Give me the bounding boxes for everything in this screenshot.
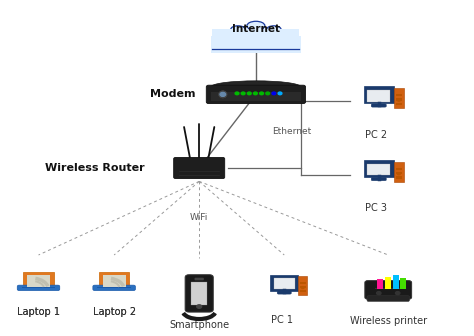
- Text: Laptop 2: Laptop 2: [92, 307, 136, 317]
- Circle shape: [247, 92, 251, 95]
- Circle shape: [397, 173, 400, 175]
- Ellipse shape: [219, 91, 227, 98]
- FancyBboxPatch shape: [17, 285, 60, 291]
- Text: Ethernet: Ethernet: [272, 127, 311, 136]
- FancyBboxPatch shape: [367, 90, 391, 102]
- Text: Laptop 1: Laptop 1: [17, 307, 60, 317]
- FancyBboxPatch shape: [300, 286, 306, 288]
- FancyBboxPatch shape: [394, 88, 404, 109]
- FancyBboxPatch shape: [27, 275, 50, 287]
- FancyBboxPatch shape: [401, 278, 406, 289]
- Circle shape: [197, 305, 201, 308]
- Circle shape: [278, 92, 282, 95]
- Ellipse shape: [231, 26, 245, 33]
- Text: Internet: Internet: [232, 24, 280, 34]
- Ellipse shape: [216, 33, 228, 39]
- FancyBboxPatch shape: [93, 285, 136, 291]
- Ellipse shape: [260, 31, 273, 37]
- Text: Modem: Modem: [150, 89, 196, 99]
- FancyBboxPatch shape: [395, 102, 402, 105]
- FancyBboxPatch shape: [194, 278, 204, 280]
- Circle shape: [272, 92, 276, 95]
- Ellipse shape: [211, 81, 301, 93]
- FancyBboxPatch shape: [385, 277, 391, 289]
- Circle shape: [260, 92, 264, 95]
- FancyBboxPatch shape: [395, 176, 402, 178]
- Circle shape: [395, 292, 400, 295]
- Circle shape: [235, 92, 239, 95]
- Text: PC 2: PC 2: [365, 129, 387, 139]
- Text: PC 3: PC 3: [365, 203, 387, 213]
- FancyBboxPatch shape: [300, 282, 306, 284]
- Text: Smartphone: Smartphone: [169, 320, 229, 330]
- FancyBboxPatch shape: [395, 98, 402, 101]
- FancyBboxPatch shape: [97, 287, 131, 288]
- FancyBboxPatch shape: [364, 86, 394, 103]
- FancyBboxPatch shape: [392, 275, 399, 289]
- FancyBboxPatch shape: [367, 164, 391, 175]
- Circle shape: [376, 292, 381, 295]
- FancyBboxPatch shape: [23, 271, 54, 289]
- FancyBboxPatch shape: [394, 162, 404, 182]
- Circle shape: [254, 92, 257, 95]
- Circle shape: [301, 287, 304, 289]
- FancyBboxPatch shape: [212, 29, 300, 49]
- Text: Wireless Router: Wireless Router: [46, 163, 145, 173]
- FancyBboxPatch shape: [395, 172, 402, 174]
- FancyBboxPatch shape: [173, 158, 225, 178]
- FancyBboxPatch shape: [185, 275, 213, 312]
- FancyBboxPatch shape: [395, 94, 402, 96]
- Circle shape: [266, 92, 270, 95]
- FancyBboxPatch shape: [298, 276, 307, 295]
- FancyBboxPatch shape: [365, 281, 411, 299]
- FancyBboxPatch shape: [367, 296, 410, 301]
- Circle shape: [241, 92, 245, 95]
- FancyBboxPatch shape: [364, 160, 394, 177]
- FancyBboxPatch shape: [21, 287, 55, 288]
- FancyBboxPatch shape: [206, 85, 306, 103]
- Ellipse shape: [247, 21, 265, 30]
- FancyBboxPatch shape: [211, 92, 301, 100]
- FancyBboxPatch shape: [211, 36, 301, 52]
- FancyBboxPatch shape: [377, 279, 383, 289]
- FancyBboxPatch shape: [371, 104, 386, 107]
- Ellipse shape: [284, 33, 296, 39]
- Text: Wireless printer: Wireless printer: [350, 316, 427, 326]
- Circle shape: [220, 92, 226, 96]
- FancyBboxPatch shape: [270, 275, 298, 291]
- FancyBboxPatch shape: [395, 168, 402, 170]
- FancyBboxPatch shape: [99, 271, 129, 289]
- FancyBboxPatch shape: [371, 177, 386, 181]
- Text: PC 1: PC 1: [271, 315, 293, 325]
- Ellipse shape: [239, 31, 252, 37]
- Text: Laptop 1: Laptop 1: [17, 307, 60, 317]
- FancyBboxPatch shape: [191, 282, 207, 305]
- FancyBboxPatch shape: [375, 288, 401, 289]
- Circle shape: [397, 99, 400, 101]
- Text: Laptop 2: Laptop 2: [92, 307, 136, 317]
- FancyBboxPatch shape: [300, 290, 306, 292]
- Ellipse shape: [267, 26, 281, 33]
- FancyBboxPatch shape: [103, 275, 126, 287]
- FancyBboxPatch shape: [273, 278, 295, 289]
- Text: WiFi: WiFi: [190, 213, 209, 221]
- FancyBboxPatch shape: [277, 291, 292, 294]
